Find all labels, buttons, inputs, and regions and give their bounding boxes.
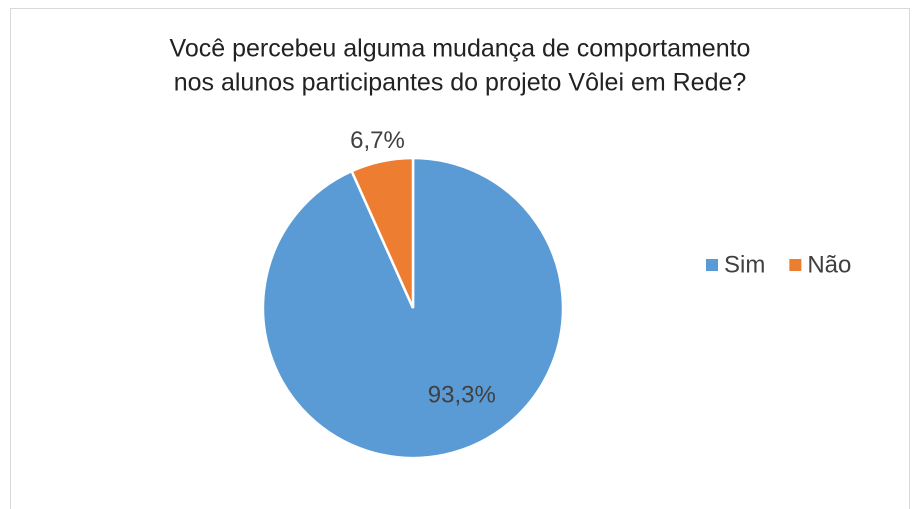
legend-label: Não [807, 251, 851, 278]
legend-swatch [706, 259, 718, 271]
legend-swatch [789, 259, 802, 271]
chart-title: nos alunos participantes do projeto Vôle… [174, 69, 747, 97]
data-label: 93,3% [428, 381, 496, 408]
legend-label: Sim [724, 251, 765, 278]
data-label: 6,7% [350, 127, 405, 154]
chart-title: Você percebeu alguma mudança de comporta… [170, 35, 751, 63]
pie-slice [350, 156, 415, 309]
